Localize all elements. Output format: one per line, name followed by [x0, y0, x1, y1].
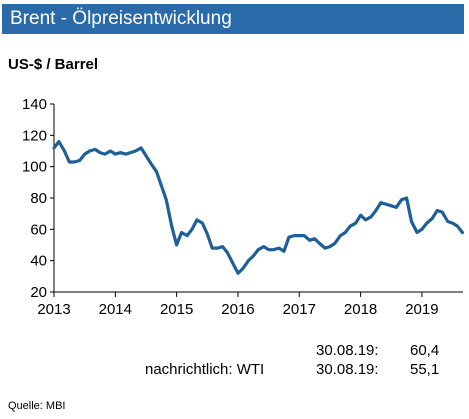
y-tick-label: 140 — [22, 96, 47, 113]
y-tick-label: 60 — [30, 221, 47, 238]
x-tick-label: 2016 — [221, 301, 254, 318]
x-tick-label: 2013 — [37, 301, 70, 318]
x-tick-label: 2019 — [405, 301, 438, 318]
brent-value: 60,4 — [410, 342, 440, 359]
chart-title-bar: Brent - Ölpreisentwicklung — [2, 4, 464, 34]
source-note: Quelle: MBI — [8, 400, 66, 412]
x-tick-label: 2018 — [344, 301, 377, 318]
price-chart: 20 40 60 80 100 120 140 2013 2014 2015 2016 2017 201… — [22, 96, 464, 318]
wti-date: 30.08.19: — [316, 361, 379, 378]
x-tick-label: 2017 — [283, 301, 316, 318]
x-tick-label: 2014 — [99, 301, 132, 318]
y-axis-unit-label: US-$ / Barrel — [8, 56, 99, 73]
y-tick-label: 20 — [30, 284, 47, 301]
x-tick-label: 2015 — [160, 301, 193, 318]
y-tick-label: 40 — [30, 253, 47, 270]
wti-label: nachrichtlich: WTI — [145, 361, 265, 378]
wti-value: 55,1 — [410, 361, 440, 378]
chart-title: Brent - Ölpreisentwicklung — [10, 8, 232, 29]
y-tick-label: 120 — [22, 127, 47, 144]
y-tick-label: 80 — [30, 190, 47, 207]
brent-date: 30.08.19: — [316, 342, 379, 359]
brent-price-line — [52, 140, 464, 275]
y-tick-label: 100 — [22, 159, 47, 176]
